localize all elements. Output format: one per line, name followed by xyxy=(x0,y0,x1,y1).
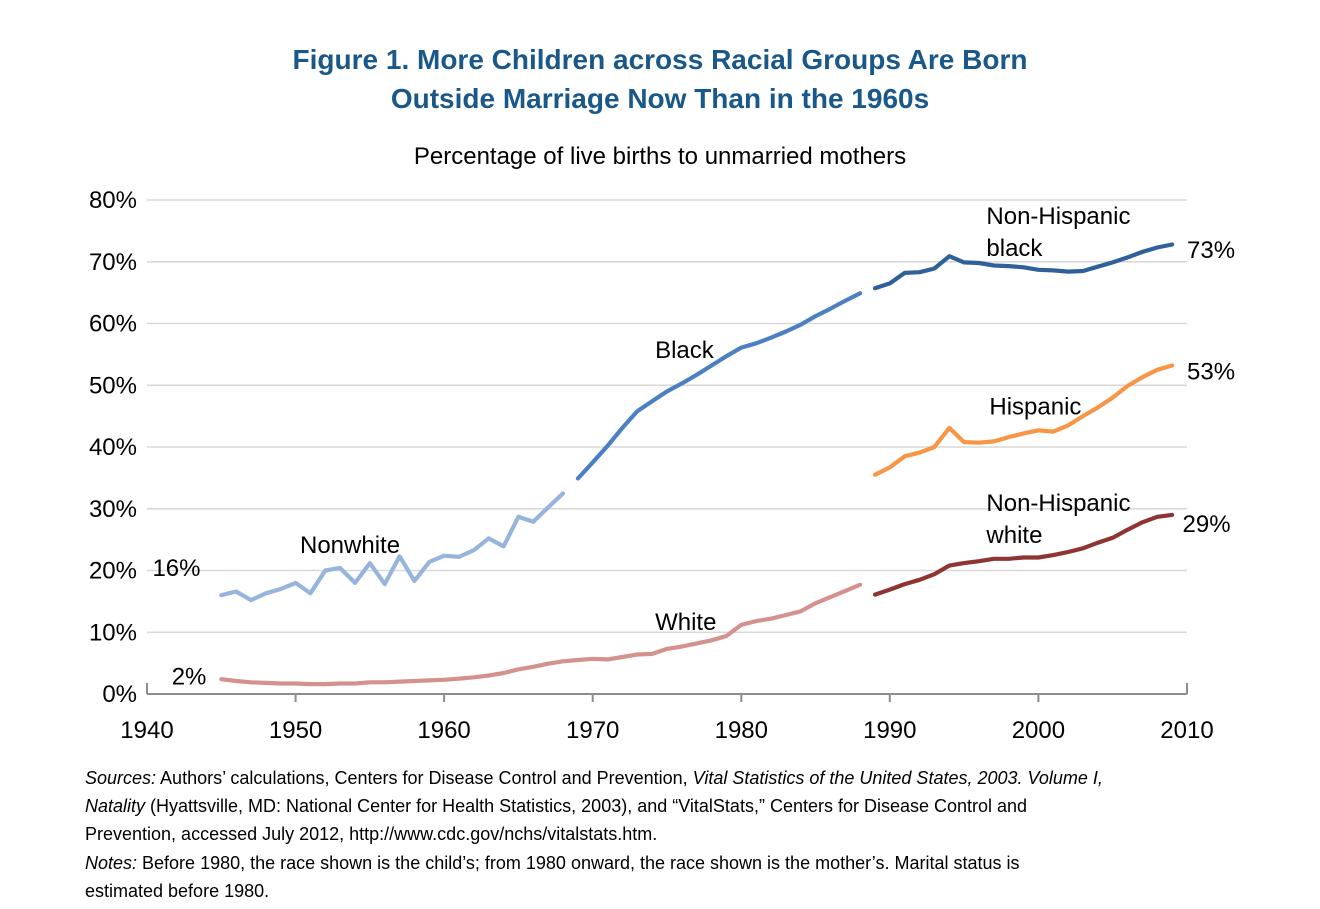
y-tick-label: 20% xyxy=(89,558,137,585)
x-tick-label: 1990 xyxy=(863,717,916,744)
footer-text-run: Natality xyxy=(85,796,146,817)
series-annotation: 53% xyxy=(1187,359,1235,386)
footer-text-run: Prevention, accessed July 2012, http://w… xyxy=(85,824,658,845)
series-annotation: Nonwhite xyxy=(300,532,400,559)
series-annotation: Non-Hispanic xyxy=(986,203,1130,230)
series-line-white xyxy=(219,582,863,687)
y-tick-label: 70% xyxy=(89,249,137,276)
footer-text-run: Vital Statistics of the United States, 2… xyxy=(692,768,1103,788)
y-tick-label: 50% xyxy=(89,372,137,399)
x-tick-label: 1940 xyxy=(120,717,173,744)
y-tick-label: 80% xyxy=(89,187,137,214)
series-annotation: 16% xyxy=(152,555,200,582)
series-annotation: 73% xyxy=(1187,237,1235,264)
chart-subtitle: Percentage of live births to unmarried m… xyxy=(413,143,907,170)
series-line-black xyxy=(575,291,863,481)
footer-text-run: Authors’ calculations, Centers for Disea… xyxy=(156,768,693,788)
series-line-non-hispanic-white xyxy=(872,512,1175,597)
figure-title-line2: Outside Marriage Now Than in the 1960s xyxy=(390,83,930,114)
footer-line: Sources: Authors’ calculations, Centers … xyxy=(85,764,1260,792)
plot-area: 1940 1950 1960 1970 1980 1990 2000 2010 0% 10% 20%… xyxy=(89,187,1235,744)
series-annotation: 2% xyxy=(172,664,207,691)
x-tick-label: 2000 xyxy=(1012,717,1065,744)
series-annotation: Hispanic xyxy=(989,393,1081,420)
series-annotation: black xyxy=(986,235,1043,262)
y-tick-label: 10% xyxy=(89,619,137,646)
x-tick-label: 1980 xyxy=(715,717,768,744)
figure-title-line1: Figure 1. More Children across Racial Gr… xyxy=(292,44,1028,75)
footer-text-run: estimated before 1980. xyxy=(85,880,270,901)
series-annotation: 29% xyxy=(1183,511,1231,538)
y-tick-label: 40% xyxy=(89,434,137,461)
y-tick-label: 60% xyxy=(89,311,137,338)
footer-line: estimated before 1980. xyxy=(85,877,1260,905)
series-annotation: White xyxy=(655,609,716,636)
footer-line: Natality (Hyattsville, MD: National Cent… xyxy=(85,792,1260,820)
x-tick-label: 2010 xyxy=(1160,717,1213,744)
footer-text-run: Sources: xyxy=(85,768,157,788)
footer-text-run: (Hyattsville, MD: National Center for He… xyxy=(145,796,1028,817)
x-tick-label: 1970 xyxy=(566,717,619,744)
footer-text-run: Notes: xyxy=(85,852,138,873)
series-line-nonwhite xyxy=(219,491,566,603)
footer-line: Prevention, accessed July 2012, http://w… xyxy=(85,820,1260,848)
series-annotation: Black xyxy=(655,337,715,364)
series-annotation: white xyxy=(985,522,1042,549)
series-line-non-hispanic-black xyxy=(872,242,1175,291)
x-tick-label: 1960 xyxy=(417,717,470,744)
footer-line: Notes: Before 1980, the race shown is th… xyxy=(85,849,1260,877)
figure-title: Figure 1. More Children across Racial Gr… xyxy=(0,40,1320,118)
y-tick-label: 30% xyxy=(89,496,137,523)
series-line-hispanic xyxy=(872,363,1175,477)
footer-text-run: Before 1980, the race shown is the child… xyxy=(137,852,1020,873)
x-tick-label: 1950 xyxy=(269,717,322,744)
y-tick-label: 0% xyxy=(102,681,137,708)
footer-notes: Sources: Authors’ calculations, Centers … xyxy=(85,764,1260,905)
series-annotation: Non-Hispanic xyxy=(986,490,1130,517)
